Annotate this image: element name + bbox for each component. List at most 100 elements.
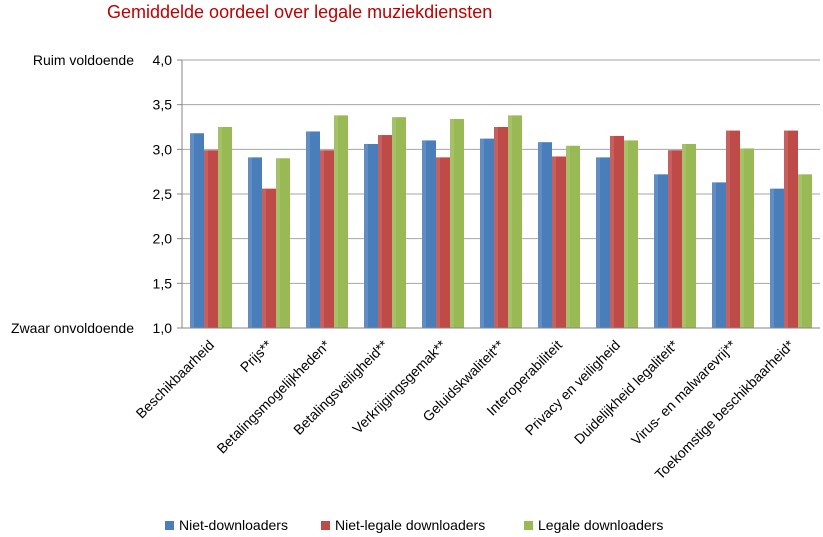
legend-label: Legale downloaders bbox=[538, 517, 664, 533]
y-tick-label: 3,5 bbox=[153, 97, 173, 113]
bar-highlight bbox=[364, 143, 368, 328]
bar bbox=[248, 157, 262, 328]
bar-rect bbox=[682, 143, 696, 328]
bar-highlight bbox=[566, 145, 570, 328]
bar-highlight bbox=[624, 140, 628, 328]
bar-highlight bbox=[248, 157, 252, 328]
bar-highlight bbox=[436, 157, 440, 328]
legend: Niet-downloaders Niet-legale downloaders… bbox=[0, 517, 823, 537]
bar bbox=[624, 140, 638, 328]
legend-item-niet-legale-downloaders: Niet-legale downloaders bbox=[321, 517, 485, 533]
bar-highlight bbox=[610, 135, 614, 328]
y-tick-label: 4,0 bbox=[153, 52, 173, 68]
y-axis: 1,0 1,5 2,0 2,5 3,0 3,5 4,0 Ruim voldoende Zwaar… bbox=[11, 52, 183, 336]
y-label-bottom: Zwaar onvoldoende bbox=[11, 320, 134, 336]
bar-rect bbox=[624, 140, 638, 328]
bar-rect bbox=[204, 150, 218, 328]
bar bbox=[190, 133, 204, 328]
bar bbox=[784, 130, 798, 328]
bar-rect bbox=[494, 127, 508, 328]
x-axis: Beschikbaarheid Prijs**Betalingsmogelijkh… bbox=[133, 327, 820, 482]
bar-highlight bbox=[320, 150, 324, 328]
legend-item-niet-downloaders: Niet-downloaders bbox=[165, 517, 288, 533]
bar-highlight bbox=[392, 117, 396, 328]
legend-swatch bbox=[321, 520, 330, 530]
bar-rect bbox=[552, 156, 566, 328]
bar-rect bbox=[378, 135, 392, 328]
bar bbox=[320, 150, 334, 328]
bar-rect bbox=[726, 130, 740, 328]
bar-highlight bbox=[654, 174, 658, 328]
bar bbox=[204, 150, 218, 328]
chart-title: Gemiddelde oordeel over legale muziekdie… bbox=[107, 2, 493, 22]
bar bbox=[798, 174, 812, 328]
y-tick-label: 3,0 bbox=[153, 141, 173, 157]
bar-highlight bbox=[494, 127, 498, 328]
bar-rect bbox=[610, 135, 624, 328]
bar-rect bbox=[740, 148, 754, 328]
legend-swatch bbox=[524, 520, 533, 530]
bar bbox=[450, 118, 464, 329]
bar-highlight bbox=[378, 135, 382, 328]
bar-rect bbox=[712, 182, 726, 328]
y-tick-label: 1,5 bbox=[153, 275, 173, 291]
bar-rect bbox=[218, 127, 232, 328]
bar-rect bbox=[798, 174, 812, 328]
bar bbox=[770, 188, 784, 328]
bar-highlight bbox=[306, 131, 310, 328]
bar bbox=[436, 157, 450, 328]
bar-highlight bbox=[204, 150, 208, 328]
x-tick-label: Betalingsveiligheid** bbox=[290, 336, 391, 437]
legend-swatch bbox=[165, 520, 174, 530]
bar bbox=[566, 145, 580, 328]
bars bbox=[190, 115, 812, 329]
bar bbox=[740, 148, 754, 328]
y-tick-label: 1,0 bbox=[153, 320, 173, 336]
bar-rect bbox=[436, 157, 450, 328]
bar bbox=[422, 140, 436, 328]
bar-highlight bbox=[740, 148, 744, 328]
bar bbox=[262, 188, 276, 328]
bar bbox=[712, 182, 726, 328]
bar-rect bbox=[334, 115, 348, 329]
bar bbox=[682, 143, 696, 328]
bar bbox=[610, 135, 624, 328]
bar-highlight bbox=[682, 143, 686, 328]
bar bbox=[480, 138, 494, 328]
bar bbox=[364, 143, 378, 328]
bar-highlight bbox=[538, 142, 542, 328]
bar-rect bbox=[480, 138, 494, 328]
bar-highlight bbox=[596, 157, 600, 328]
bar bbox=[552, 156, 566, 328]
bar-rect bbox=[770, 188, 784, 328]
bar bbox=[508, 115, 522, 329]
bar bbox=[654, 174, 668, 328]
bar-highlight bbox=[190, 133, 194, 328]
bar-rect bbox=[508, 115, 522, 329]
bar bbox=[218, 127, 232, 328]
bar-rect bbox=[262, 188, 276, 328]
bar-rect bbox=[190, 133, 204, 328]
legend-item-legale-downloaders: Legale downloaders bbox=[524, 517, 663, 533]
bar-rect bbox=[364, 143, 378, 328]
bar-highlight bbox=[552, 156, 556, 328]
bar-rect bbox=[320, 150, 334, 328]
bar bbox=[276, 158, 290, 328]
bar-highlight bbox=[508, 115, 512, 329]
x-tick-label: Betalingsmogelijkheden* bbox=[213, 336, 333, 456]
bar-highlight bbox=[218, 127, 222, 328]
bar-highlight bbox=[334, 115, 338, 329]
bar bbox=[726, 130, 740, 328]
bar-rect bbox=[392, 117, 406, 328]
bar bbox=[378, 135, 392, 328]
bar bbox=[668, 150, 682, 328]
bar-rect bbox=[422, 140, 436, 328]
bar bbox=[494, 127, 508, 328]
x-tick-label: Virus- en malwarevrij** bbox=[628, 336, 740, 448]
bar-rect bbox=[450, 118, 464, 329]
bar-highlight bbox=[712, 182, 716, 328]
bar-highlight bbox=[276, 158, 280, 328]
bar-rect bbox=[306, 131, 320, 328]
y-tick-label: 2,0 bbox=[153, 231, 173, 247]
